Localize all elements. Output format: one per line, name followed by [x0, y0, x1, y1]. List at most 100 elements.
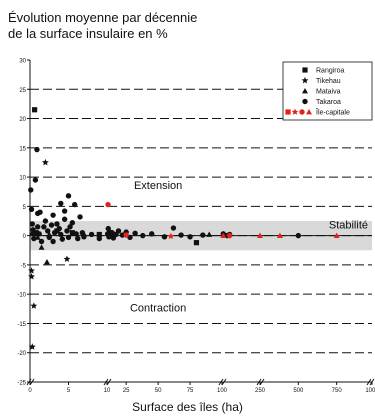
data-point-tikehau [28, 273, 35, 280]
legend-label: Île-capitale [315, 108, 350, 117]
data-point-takaroa [132, 230, 138, 236]
data-point-takaroa [56, 225, 62, 232]
data-point-takaroa [30, 227, 36, 233]
x-tick-label: 250 [255, 388, 266, 394]
y-tick-label: 10 [19, 176, 26, 182]
data-point-rangiroa [32, 107, 38, 113]
y-tick-label: 0 [23, 234, 27, 240]
legend-marker-capital [285, 109, 291, 115]
data-point-lecapitale [257, 232, 263, 239]
data-point-takaroa [115, 228, 122, 234]
legend-box [282, 61, 373, 121]
legend-marker-tikehau [301, 76, 309, 84]
legend-label: Tikehau [316, 78, 341, 85]
data-point-tikehau [28, 267, 35, 274]
data-point-takaroa [200, 232, 206, 238]
data-point-takaroa [29, 221, 36, 227]
y-tick-label: -15 [17, 322, 26, 328]
data-point-takaroa [71, 201, 78, 208]
data-point-takaroa [67, 224, 73, 230]
data-point-takaroa [31, 235, 37, 242]
data-point-mataiva [29, 229, 36, 236]
data-point-takaroa [51, 230, 58, 236]
data-point-takaroa [119, 232, 126, 238]
data-point-rangiroa [54, 228, 60, 234]
data-point-lecapitale [226, 232, 233, 239]
x-tick-label: 75 [187, 388, 194, 394]
x-tick-label: 500 [293, 388, 304, 394]
data-point-takaroa [34, 146, 40, 153]
data-point-lecapitale [276, 232, 283, 239]
data-point-takaroa [45, 228, 51, 234]
x-axis-break [366, 378, 372, 386]
data-point-takaroa [36, 231, 42, 237]
data-point-lecapitale [105, 201, 111, 208]
data-point-takaroa [149, 231, 155, 237]
data-point-takaroa [77, 214, 83, 220]
legend-marker-mataiva [302, 88, 308, 94]
data-point-takaroa [69, 220, 76, 226]
data-point-takaroa [58, 231, 64, 238]
data-point-takaroa [48, 222, 55, 228]
legend-marker-capital [299, 109, 305, 115]
data-point-lecapitale [333, 232, 340, 239]
y-tick-label: 25 [19, 88, 26, 94]
data-point-takaroa [140, 232, 146, 239]
x-tick-label: 5 [67, 388, 71, 394]
x-tick-label: 0 [28, 388, 32, 394]
annotation-2: Contraction [130, 303, 186, 315]
x-axis-break [29, 378, 35, 386]
data-point-takaroa [61, 208, 68, 214]
y-tick-label: -10 [17, 293, 26, 299]
data-point-takaroa [187, 234, 193, 240]
data-point-takaroa [50, 238, 56, 245]
x-tick-label: 50 [155, 388, 162, 394]
y-tick-label: -20 [17, 351, 26, 357]
y-tick-label: -25 [17, 381, 26, 387]
data-point-lecapitale [123, 232, 129, 238]
data-point-rangiroa [193, 240, 200, 246]
data-point-tikehau [30, 302, 38, 309]
data-point-takaroa [79, 230, 86, 236]
x-axis-break [369, 378, 375, 386]
data-point-takaroa [96, 235, 103, 242]
data-point-takaroa [75, 235, 81, 242]
data-point-rangiroa [33, 230, 39, 236]
data-point-mataiva [206, 231, 213, 237]
x-tick-label: 750 [332, 388, 343, 394]
data-point-takaroa [65, 193, 72, 199]
x-axis-break [103, 378, 109, 386]
y-tick-label: -5 [21, 263, 27, 269]
legend-marker-capital [291, 108, 299, 115]
data-point-rangiroa [69, 230, 75, 236]
data-point-takaroa [81, 234, 87, 240]
data-point-takaroa [161, 234, 168, 240]
data-point-takaroa [41, 224, 47, 230]
data-point-tikehau [63, 255, 71, 262]
data-point-tikehau [28, 343, 36, 350]
legend-label: Takaroa [316, 99, 341, 106]
x-axis-break [106, 378, 112, 386]
data-point-takaroa [88, 231, 95, 238]
x-axis-break [221, 378, 227, 386]
data-point-takaroa [170, 225, 177, 231]
x-axis-label: Surface des îles (ha) [132, 400, 243, 414]
data-point-takaroa [38, 238, 45, 245]
legend-marker-takaroa [302, 98, 308, 105]
data-point-takaroa [64, 228, 70, 234]
data-point-takaroa [73, 231, 79, 237]
data-point-mataiva [38, 244, 45, 250]
y-tick-label: 20 [19, 117, 26, 123]
annotation-1: Stabilité [329, 220, 368, 232]
legend-marker-rangiroa [302, 67, 308, 73]
chart-title-line-2: de la surface insulaire en % [8, 26, 168, 41]
legend-label: Mataiva [316, 89, 341, 96]
data-point-mataiva [43, 258, 50, 265]
x-tick-label: 25 [123, 388, 130, 394]
data-point-takaroa [46, 234, 52, 241]
data-point-rangiroa [96, 231, 102, 238]
data-point-takaroa [28, 206, 35, 212]
x-axis-break [218, 378, 224, 386]
data-point-takaroa [37, 209, 43, 215]
